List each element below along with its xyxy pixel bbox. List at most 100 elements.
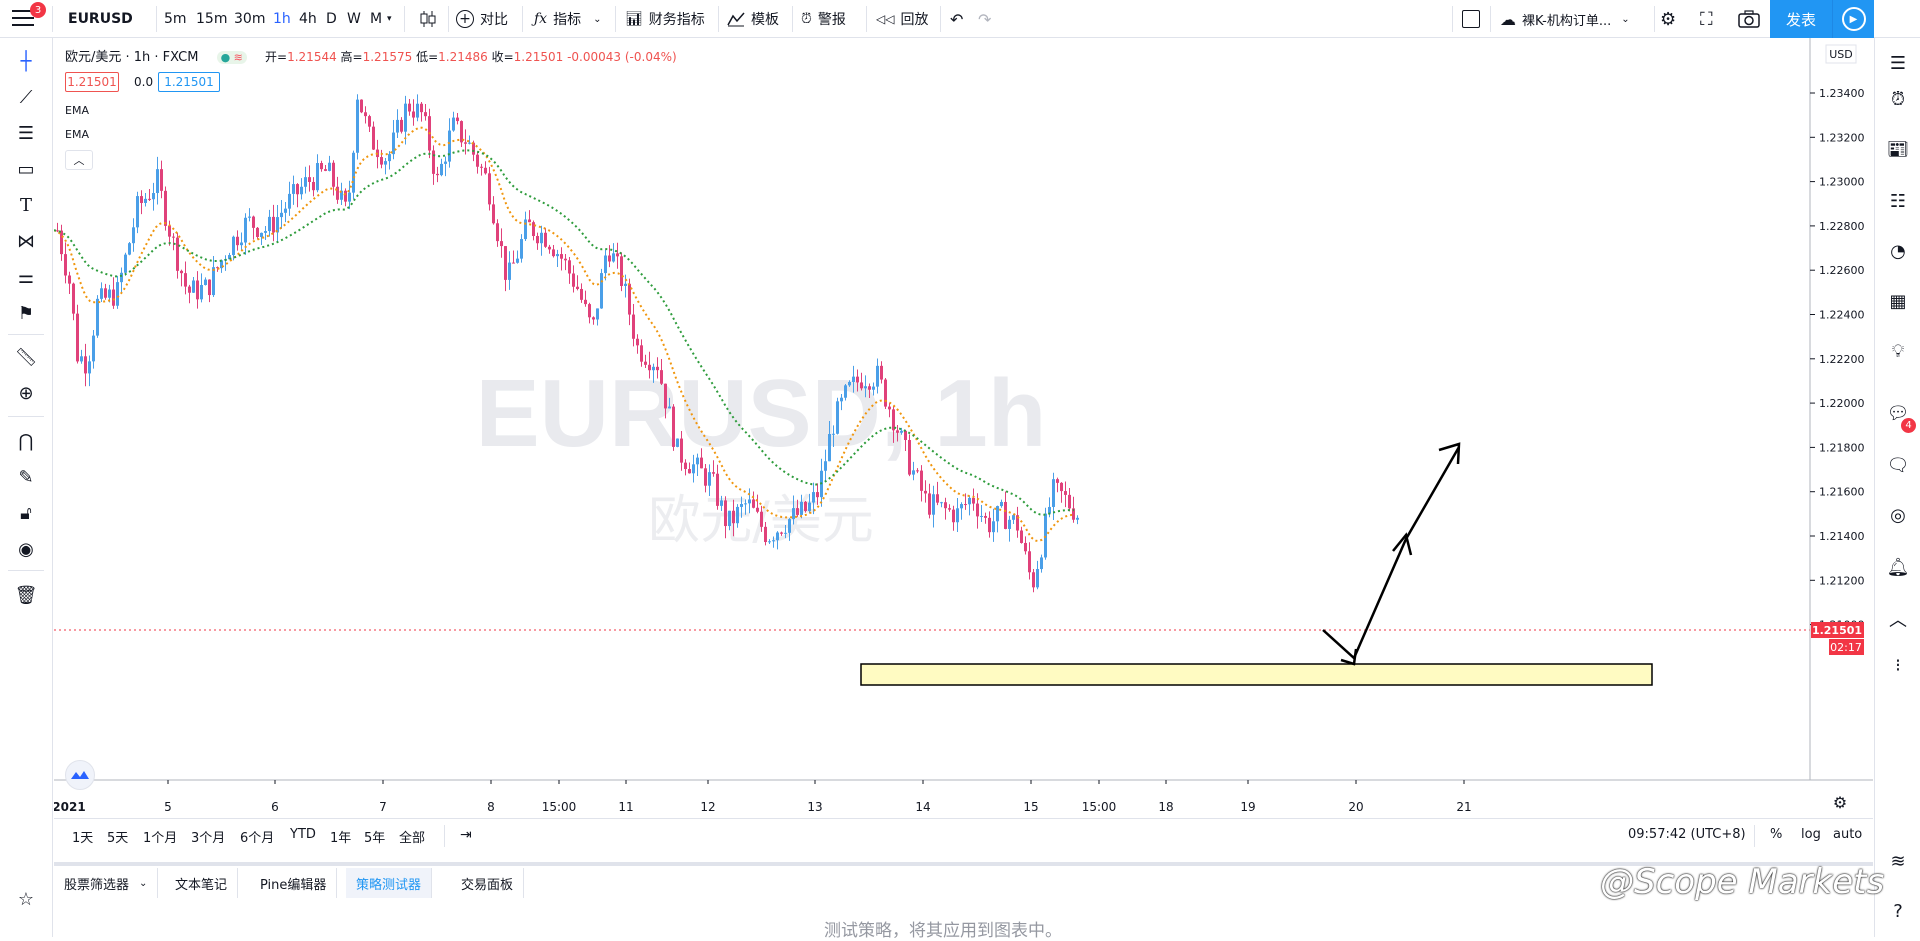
fullscreen-button[interactable]: ⛶ [1700,0,1713,38]
replay-button[interactable]: ◁◁ 回放 [876,0,928,38]
undo-button[interactable]: ↶ [950,0,963,38]
tradingview-logo-icon[interactable] [65,760,95,790]
clock-timezone[interactable]: 09:57:42 (UTC+8) [1628,827,1746,842]
auto-scale-toggle[interactable]: auto [1833,827,1863,842]
main-menu-icon[interactable] [12,10,34,28]
crosshair-icon[interactable]: ┼ [20,50,32,72]
candle-body [756,507,759,512]
news-icon[interactable]: 📰︎ [1886,138,1910,160]
axis-settings-gear-icon[interactable]: ⚙ [1833,793,1847,812]
zoom-in-icon[interactable]: ⊕ [18,382,34,404]
legend-collapse-button[interactable]: ︿ [65,150,93,170]
tab-pine-editor[interactable]: Pine编辑器 [250,868,338,898]
text-icon[interactable]: T [19,194,32,216]
indicator-ema-2[interactable]: EMA [65,128,89,141]
candle-body [752,499,755,508]
play-button[interactable]: ▶ [1832,0,1874,38]
market-status-icon[interactable]: ● ≋ [216,51,247,64]
layout-select[interactable]: ☁︎ 裸K-机构订单... ⌄ [1500,0,1630,38]
trend-line-icon[interactable]: ⟋ [19,86,33,108]
templates-button[interactable]: 模板 [727,0,779,38]
candle-body [916,470,919,472]
timeframe-30m[interactable]: 30m [234,11,266,27]
indicators-button[interactable]: ƒx 指标 ⌄ [534,0,601,38]
tab-trading-panel[interactable]: 交易面板 [451,868,525,898]
range-5d[interactable]: 5天 [107,831,129,846]
range-ytd[interactable]: YTD [290,827,316,842]
timeframe-15m[interactable]: 15m [196,11,228,27]
range-1m[interactable]: 1个月 [143,831,178,846]
dom-icon[interactable]: ⁝ [1895,654,1901,676]
hotlist-icon[interactable]: ◔ [1890,240,1906,262]
notifications-bell-icon[interactable]: 🔔︎ [1886,556,1910,578]
candle-body [1032,572,1035,588]
support-zone-rectangle[interactable] [860,663,1653,686]
magnet-icon[interactable]: ⋂ [18,430,34,452]
alarm-clock-icon[interactable]: ⏰︎ [1890,88,1906,110]
chart-pane[interactable]: EURUSD, 1h 欧元/美元 USD 1.23400 1.23200 1.230… [54,38,1873,818]
projection-arrows[interactable] [1322,442,1461,666]
log-scale-toggle[interactable]: log [1801,827,1821,842]
projection-icon[interactable]: ⚌ [17,266,35,288]
buy-button[interactable]: 1.21501 [158,72,220,92]
tab-strategy-tester[interactable]: 策略测试器 [346,868,433,898]
chart-type-button[interactable] [418,0,438,38]
candle-body [1028,551,1031,573]
eye-icon[interactable]: ◉ [18,538,34,560]
help-icon[interactable]: ? [1893,900,1903,922]
financials-button[interactable]: 📊︎ 财务指标 [625,0,705,38]
indicator-ema-1[interactable]: EMA [65,104,89,117]
redo-button[interactable]: ↷ [978,0,991,38]
range-1y[interactable]: 1年 [330,831,352,846]
lock-pencil-icon[interactable]: ✎ [18,466,34,488]
pattern-icon[interactable]: ⋈ [17,230,35,252]
range-3m[interactable]: 3个月 [191,831,226,846]
tab-text-notes[interactable]: 文本笔记 [165,868,239,898]
horizontal-lines-icon[interactable]: ☰ [17,122,35,144]
range-5y[interactable]: 5年 [364,831,386,846]
layers-icon[interactable]: ≋ [1890,850,1906,872]
watchlist-icon[interactable]: ☰ [1889,52,1907,74]
settings-button[interactable]: ⚙ [1660,0,1676,38]
fullscreen-layout-button[interactable] [1462,0,1480,38]
tab-stock-screener[interactable]: 股票筛选器 ⌄ [54,868,159,898]
publish-button[interactable]: 发表 [1770,0,1832,38]
chart-canvas[interactable]: EURUSD, 1h 欧元/美元 USD 1.234001.232001.230… [54,38,1873,818]
timeframe-1h[interactable]: 1h [273,11,291,27]
flag-icon[interactable]: ⚑ [17,302,35,324]
unlock-icon[interactable]: 🔓︎ [20,502,32,524]
calendar-icon[interactable]: ▦ [1889,290,1907,312]
range-6m[interactable]: 6个月 [240,831,275,846]
star-icon[interactable]: ☆ [17,888,35,910]
snapshot-button[interactable] [1738,0,1760,38]
timeframe-5m[interactable]: 5m [164,11,187,27]
go-to-date-icon[interactable]: ⇥ [460,827,472,843]
symbol-search-button[interactable]: EURUSD [68,11,133,27]
currency-label-box[interactable] [1825,44,1857,64]
trash-icon[interactable]: 🗑︎ [14,584,38,606]
compare-button[interactable]: + 对比 [456,0,508,38]
candle-body [696,457,699,465]
rectangle-icon[interactable]: ▭ [17,158,35,180]
candle-body [760,511,763,527]
data-window-icon[interactable]: ☷ [1889,190,1907,212]
percent-scale-toggle[interactable]: % [1770,827,1783,842]
ema-line [54,149,1075,516]
ideas-lightbulb-icon[interactable]: 💡︎ [1891,340,1905,362]
alert-button[interactable]: ⏰︎ 警报 [801,0,846,38]
chevron-up-icon[interactable]: ︿ [1889,610,1907,631]
candle-body [84,356,87,374]
timeframe-d[interactable]: D [326,11,337,27]
streams-icon[interactable]: ◎ [1890,504,1906,526]
candle-body [780,532,783,534]
timeframe-4h[interactable]: 4h [299,11,317,27]
range-all[interactable]: 全部 [399,831,426,846]
timeframe-dropdown-icon[interactable]: ▾ [387,14,392,24]
candle-body [584,299,587,305]
range-1d[interactable]: 1天 [72,831,94,846]
timeframe-w[interactable]: W [347,11,361,27]
sell-button[interactable]: 1.21501 [65,72,119,92]
timeframe-m[interactable]: M [370,11,383,27]
messages-icon[interactable]: 🗨︎ [1886,454,1910,476]
ruler-icon[interactable]: 📏︎ [14,346,38,368]
